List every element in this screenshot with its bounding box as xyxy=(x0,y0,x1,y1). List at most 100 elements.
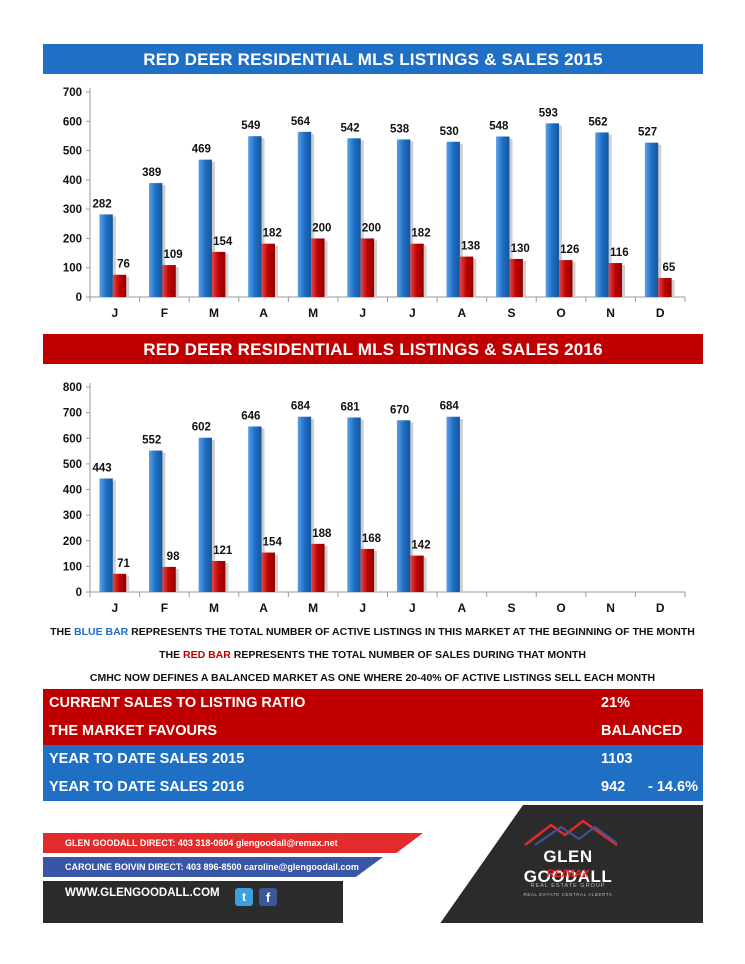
stat-favours-label: THE MARKET FAVOURS xyxy=(49,723,218,739)
y-tick-label: 0 xyxy=(76,292,82,304)
y-tick-label: 700 xyxy=(63,87,82,99)
bar-sales xyxy=(410,243,424,297)
legend-blue-bar: THE BLUE BAR REPRESENTS THE TOTAL NUMBER… xyxy=(50,626,695,638)
stat-ratio-row: CURRENT SALES TO LISTING RATIO 21% xyxy=(43,689,703,717)
facebook-icon[interactable]: f xyxy=(259,888,277,906)
x-tick-label: O xyxy=(556,601,565,615)
x-tick-label: M xyxy=(209,306,219,320)
x-tick-label: A xyxy=(259,601,268,615)
stat-favours-value: BALANCED xyxy=(601,723,683,739)
data-label: 130 xyxy=(511,243,530,255)
bar-listings xyxy=(198,159,212,297)
data-label: 138 xyxy=(461,241,481,253)
y-tick-label: 800 xyxy=(63,382,82,394)
data-label: 98 xyxy=(167,551,180,563)
data-label: 154 xyxy=(263,537,283,549)
bar-sales xyxy=(658,277,672,297)
y-tick-label: 100 xyxy=(63,561,82,573)
bar-listings xyxy=(99,478,113,592)
data-label: 142 xyxy=(411,540,430,552)
bar-listings xyxy=(297,131,312,297)
data-label: 530 xyxy=(440,126,459,138)
y-tick-label: 300 xyxy=(63,510,82,522)
legend-red-bar: THE RED BAR REPRESENTS THE TOTAL NUMBER … xyxy=(159,649,586,661)
bar-sales xyxy=(311,543,325,592)
data-label: 681 xyxy=(340,401,360,413)
bar-listings xyxy=(396,420,411,592)
chart-2015-title: RED DEER RESIDENTIAL MLS LISTINGS & SALE… xyxy=(43,44,703,74)
bar-sales xyxy=(608,263,623,297)
bar-sales xyxy=(112,573,127,592)
x-tick-label: J xyxy=(111,601,118,615)
data-label: 126 xyxy=(560,244,579,256)
x-tick-label: M xyxy=(308,306,318,320)
bar-sales xyxy=(360,548,375,592)
legend-blue-word: BLUE BAR xyxy=(74,626,129,638)
data-label: 670 xyxy=(390,404,409,416)
stat-ytd2016-row: YEAR TO DATE SALES 2016 942 - 14.6% xyxy=(43,773,703,801)
y-tick-label: 100 xyxy=(63,263,82,275)
data-label: 71 xyxy=(117,558,130,570)
website-link[interactable]: WWW.GLENGOODALL.COM xyxy=(65,887,220,899)
footer-red-strip xyxy=(43,833,423,853)
y-tick-label: 400 xyxy=(63,175,82,187)
x-tick-label: S xyxy=(507,306,515,320)
x-tick-label: O xyxy=(556,306,565,320)
bar-sales xyxy=(410,555,424,592)
stat-ytd2015-row: YEAR TO DATE SALES 2015 1103 xyxy=(43,745,703,773)
data-label: 121 xyxy=(213,545,233,557)
x-tick-label: J xyxy=(359,601,366,615)
data-label: 65 xyxy=(663,262,676,274)
x-tick-label: S xyxy=(507,601,515,615)
data-label: 549 xyxy=(241,120,260,132)
y-tick-label: 200 xyxy=(63,536,82,548)
stat-ytd2016-change: - 14.6% xyxy=(648,779,698,795)
bar-sales xyxy=(261,552,275,592)
x-tick-label: F xyxy=(161,601,168,615)
data-label: 154 xyxy=(213,236,233,248)
y-tick-label: 500 xyxy=(63,146,82,158)
data-label: 200 xyxy=(312,222,331,234)
data-label: 542 xyxy=(340,122,359,134)
bar-listings xyxy=(149,450,163,592)
brand-remax: RE/MAX xyxy=(546,868,590,880)
bar-listings xyxy=(595,132,609,297)
stat-ytd2016-label: YEAR TO DATE SALES 2016 xyxy=(49,779,245,795)
bar-sales xyxy=(211,251,226,297)
data-label: 116 xyxy=(610,247,629,259)
legend-red-word: RED BAR xyxy=(183,649,231,661)
x-tick-label: J xyxy=(409,306,416,320)
bar-listings xyxy=(347,138,361,297)
x-tick-label: D xyxy=(656,601,665,615)
data-label: 109 xyxy=(163,249,182,261)
bar-sales xyxy=(509,258,523,297)
bar-listings xyxy=(545,123,560,297)
data-label: 527 xyxy=(638,127,657,139)
data-label: 593 xyxy=(539,107,558,119)
data-label: 602 xyxy=(192,422,211,434)
x-tick-label: J xyxy=(409,601,416,615)
contact-glen: GLEN GOODALL DIRECT: 403 318-0604 glengo… xyxy=(65,838,338,848)
bar-listings xyxy=(248,136,262,297)
data-label: 200 xyxy=(362,222,381,234)
twitter-icon[interactable]: t xyxy=(235,888,253,906)
bar-listings xyxy=(446,141,460,297)
data-label: 564 xyxy=(291,116,311,128)
stat-ratio-value: 21% xyxy=(601,695,631,711)
chart-2016: 0 100 200 300 400 500 600 700 800 J F M A M J J A S O N D 443… xyxy=(63,382,686,615)
footer-dark-strip xyxy=(43,881,343,923)
contact-caroline: CAROLINE BOIVIN DIRECT: 403 896-8500 car… xyxy=(65,862,359,872)
x-tick-label: N xyxy=(606,601,615,615)
bar-sales xyxy=(459,256,474,297)
data-label: 182 xyxy=(263,228,282,240)
stat-favours-row: THE MARKET FAVOURS BALANCED xyxy=(43,717,703,745)
x-tick-label: F xyxy=(161,306,168,320)
house-roof-icon xyxy=(524,819,618,847)
bar-listings xyxy=(149,183,163,297)
bar-listings xyxy=(248,426,262,592)
bar-sales xyxy=(211,560,226,592)
bar-sales xyxy=(311,238,325,297)
bar-listings xyxy=(396,139,411,297)
data-label: 646 xyxy=(241,410,260,422)
x-tick-label: D xyxy=(656,306,665,320)
